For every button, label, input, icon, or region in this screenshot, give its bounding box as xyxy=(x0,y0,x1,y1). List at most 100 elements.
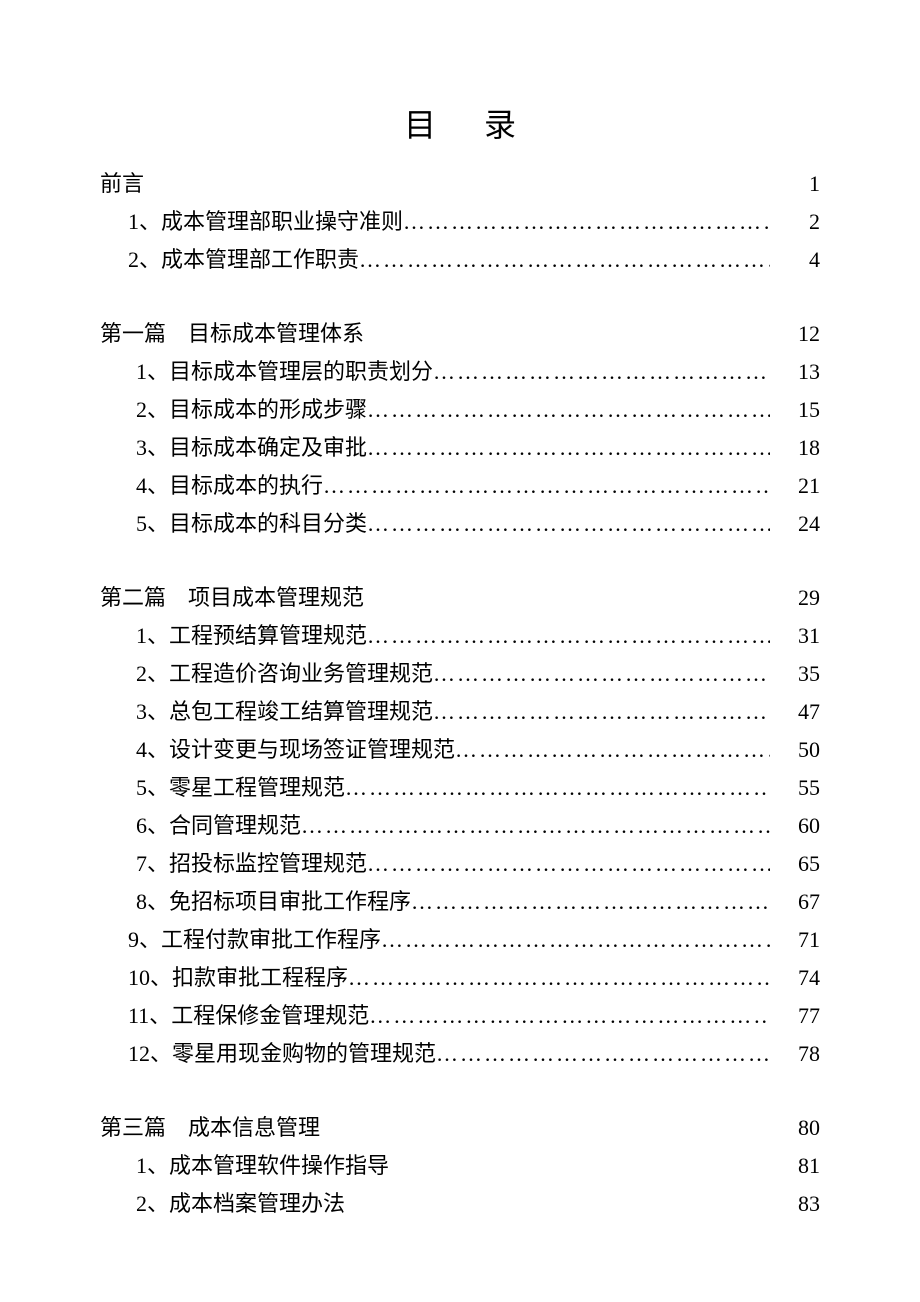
toc-entry-label: 目标成本的执行 xyxy=(169,468,323,504)
toc-entry-page: 78 xyxy=(770,1036,820,1072)
toc-entry-leader: …………………………………………………………………………………… xyxy=(411,884,770,920)
toc-entry: 4、目标成本的执行…………………………………………………………………………………… xyxy=(100,468,820,504)
toc-entry: 11、工程保修金管理规范…………………………………………………………………………… xyxy=(100,998,820,1034)
toc-entry: 3、目标成本确定及审批……………………………………………………………………………… xyxy=(100,430,820,466)
toc-entry-number: 5、 xyxy=(136,506,169,542)
toc-entry-leader: …………………………………………………………………………………… xyxy=(433,694,770,730)
toc-entry-leader: …………………………………………………………………………………… xyxy=(367,430,770,466)
toc-entry-leader: …………………………………………………………………………………… xyxy=(381,922,770,958)
toc-entry: 6、合同管理规范……………………………………………………………………………………… xyxy=(100,808,820,844)
toc-entry: 8、免招标项目审批工作程序………………………………………………………………………… xyxy=(100,884,820,920)
toc-entry-label: 免招标项目审批工作程序 xyxy=(169,884,411,920)
toc-entry: 1、目标成本管理层的职责划分……………………………………………………………………… xyxy=(100,354,820,390)
section-head-page: 12 xyxy=(770,316,820,352)
toc-entry-number: 3、 xyxy=(136,430,169,466)
toc-entry-label: 目标成本的形成步骤 xyxy=(169,392,367,428)
toc-entry-number: 7、 xyxy=(136,846,169,882)
toc-entry-number: 1、 xyxy=(128,204,161,240)
toc-entry-leader: …………………………………………………………………………………… xyxy=(359,242,770,278)
toc-entry-label: 设计变更与现场签证管理规范 xyxy=(169,732,455,768)
toc-entry-leader: …………………………………………………………………………………… xyxy=(367,506,770,542)
toc-entry-number: 4、 xyxy=(136,468,169,504)
toc-entry-label: 成本管理部工作职责 xyxy=(161,242,359,278)
toc-entry: 4、设计变更与现场签证管理规范…………………………………………………………………… xyxy=(100,732,820,768)
toc-entry-page: 31 xyxy=(770,618,820,654)
toc-entry-page: 21 xyxy=(770,468,820,504)
toc-entry: 2、成本管理部工作职责 …………………………………………………………………………… xyxy=(100,242,820,278)
toc-entry-page: 71 xyxy=(770,922,820,958)
toc-entry-page: 24 xyxy=(770,506,820,542)
toc-entry: 1、成本管理软件操作指导81 xyxy=(100,1148,820,1184)
toc-entry-page: 65 xyxy=(770,846,820,882)
section-head: 前言1 xyxy=(100,166,820,202)
toc-entry: 10、扣款审批工程程序……………………………………………………………………………… xyxy=(100,960,820,996)
toc-entry-label: 合同管理规范 xyxy=(169,808,301,844)
toc-entry-label: 零星用现金购物的管理规范 xyxy=(172,1036,436,1072)
toc-entry: 3、总包工程竣工结算管理规范……………………………………………………………………… xyxy=(100,694,820,730)
toc-entry-number: 4、 xyxy=(136,732,169,768)
toc-entry-page: 74 xyxy=(770,960,820,996)
toc-entry-leader: …………………………………………………………………………………… xyxy=(455,732,770,768)
toc-entry-number: 11、 xyxy=(128,998,171,1034)
toc-entry-number: 2、 xyxy=(136,1186,169,1222)
toc-entry-leader: …………………………………………………………………………………… xyxy=(433,656,770,692)
toc-entry-leader: …………………………………………………………………………………… xyxy=(367,392,770,428)
toc-entry-number: 5、 xyxy=(136,770,169,806)
toc-entry-page: 83 xyxy=(770,1186,820,1222)
toc-entry: 1、工程预结算管理规范……………………………………………………………………………… xyxy=(100,618,820,654)
toc-entry-leader: …………………………………………………………………………………… xyxy=(433,354,770,390)
toc-entry: 9、工程付款审批工作程序…………………………………………………………………………… xyxy=(100,922,820,958)
section-head: 第二篇 项目成本管理规范29 xyxy=(100,580,820,616)
toc-entry-page: 67 xyxy=(770,884,820,920)
section-head-page: 1 xyxy=(770,166,820,202)
toc-entry-number: 8、 xyxy=(136,884,169,920)
section-head-page: 29 xyxy=(770,580,820,616)
section-head: 第三篇 成本信息管理80 xyxy=(100,1110,820,1146)
toc-entry-number: 1、 xyxy=(136,618,169,654)
toc-entry: 5、零星工程管理规范………………………………………………………………………………… xyxy=(100,770,820,806)
toc-entry-leader: …………………………………………………………………………………… xyxy=(403,204,770,240)
toc-entry: 2、成本档案管理办法 83 xyxy=(100,1186,820,1222)
toc-entry-page: 50 xyxy=(770,732,820,768)
toc-entry: 1、成本管理部职业操守准则 ……………………………………………………………………… xyxy=(100,204,820,240)
toc-entry-label: 工程预结算管理规范 xyxy=(169,618,367,654)
toc-entry-leader: …………………………………………………………………………………… xyxy=(367,846,770,882)
toc-entry: 2、目标成本的形成步骤……………………………………………………………………………… xyxy=(100,392,820,428)
toc-entry-number: 10、 xyxy=(128,960,172,996)
toc-entry-leader: …………………………………………………………………………………… xyxy=(301,808,770,844)
toc-entry-leader: …………………………………………………………………………………… xyxy=(348,960,770,996)
toc-title: 目录 xyxy=(100,100,820,146)
section-head: 第一篇 目标成本管理体系12 xyxy=(100,316,820,352)
section-head-label: 第二篇 项目成本管理规范 xyxy=(100,580,770,616)
toc-entry-page: 77 xyxy=(770,998,820,1034)
toc-entry: 5、目标成本的科目分类……………………………………………………………………………… xyxy=(100,506,820,542)
toc-entry-number: 6、 xyxy=(136,808,169,844)
toc-entry-page: 13 xyxy=(770,354,820,390)
section-head-page: 80 xyxy=(770,1110,820,1146)
toc-entry: 7、招投标监控管理规范……………………………………………………………………………… xyxy=(100,846,820,882)
toc-entry-number: 12、 xyxy=(128,1036,172,1072)
toc-entry-label: 招投标监控管理规范 xyxy=(169,846,367,882)
toc-entry-page: 35 xyxy=(770,656,820,692)
toc-entry-number: 1、 xyxy=(136,1148,169,1184)
toc-entry-label: 成本管理软件操作指导 xyxy=(169,1148,389,1184)
toc-entry-label: 成本管理部职业操守准则 xyxy=(161,204,403,240)
toc-entry-leader: …………………………………………………………………………………… xyxy=(369,998,770,1034)
toc-entry-number: 3、 xyxy=(136,694,169,730)
section-head-label: 第三篇 成本信息管理 xyxy=(100,1110,770,1146)
toc-entry-label: 工程付款审批工作程序 xyxy=(161,922,381,958)
toc-entry-number: 2、 xyxy=(136,392,169,428)
toc-entry-leader: …………………………………………………………………………………… xyxy=(436,1036,770,1072)
toc-entry-label: 工程保修金管理规范 xyxy=(171,998,369,1034)
toc-entry-label: 扣款审批工程程序 xyxy=(172,960,348,996)
section-head-label: 前言 xyxy=(100,166,770,202)
toc-entry: 2、工程造价咨询业务管理规范……………………………………………………………………… xyxy=(100,656,820,692)
toc-entry-label: 总包工程竣工结算管理规范 xyxy=(169,694,433,730)
toc-entry-page: 15 xyxy=(770,392,820,428)
toc-entry-number: 1、 xyxy=(136,354,169,390)
toc-entry-page: 47 xyxy=(770,694,820,730)
toc-entry-leader: …………………………………………………………………………………… xyxy=(323,468,770,504)
toc-entry-number: 2、 xyxy=(136,656,169,692)
toc-entry-page: 4 xyxy=(770,242,820,278)
toc-entry-label: 成本档案管理办法 xyxy=(169,1186,345,1222)
